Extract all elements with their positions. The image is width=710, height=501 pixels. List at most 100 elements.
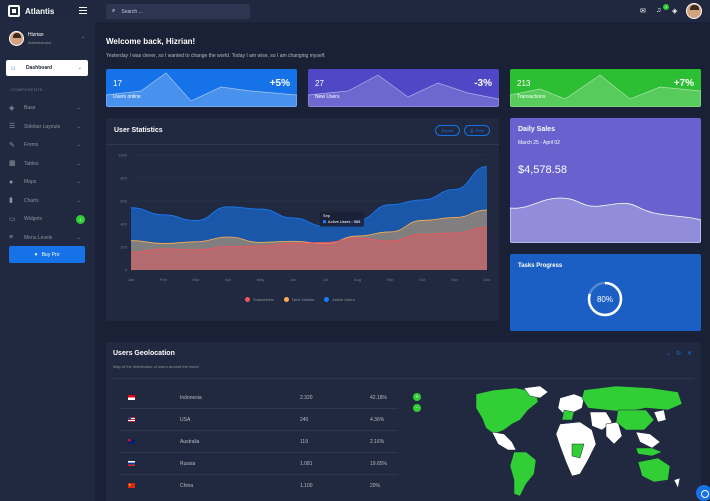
country-count: 240 xyxy=(300,417,309,423)
date-range: March 25 - April 02 xyxy=(518,140,560,146)
card-title: Users Geolocation xyxy=(113,350,175,357)
layers-icon: ◈ xyxy=(9,104,15,112)
bell-icon[interactable]: ♫ 4 xyxy=(656,4,669,14)
sidebar-item-label: Widgets xyxy=(24,216,43,223)
search-box[interactable]: ⌕ xyxy=(106,4,250,19)
y-tick-label: 800 xyxy=(120,176,127,181)
series-area xyxy=(131,226,487,270)
country-name: China xyxy=(180,483,194,489)
world-map[interactable] xyxy=(456,384,686,501)
print-button[interactable]: ⎙ Print xyxy=(464,125,490,136)
export-label: Export xyxy=(441,128,454,133)
chart-bar-icon: ▮ xyxy=(9,197,13,205)
x-tick-label: Jan xyxy=(128,277,134,282)
x-tick-label: Mar xyxy=(192,277,200,282)
country-percent: 2.16% xyxy=(370,439,385,445)
series-line xyxy=(130,226,488,253)
map-marker-icon: ● xyxy=(9,178,14,186)
table-row: Australia 119 2.16% xyxy=(120,431,398,453)
series-area xyxy=(131,166,487,270)
avatar xyxy=(9,31,24,46)
y-tick-label: 200 xyxy=(120,245,127,250)
y-tick-label: 1000 xyxy=(118,153,128,158)
map-zoom-out-button[interactable]: − xyxy=(413,404,421,412)
legend-label: New Visitors xyxy=(292,297,315,302)
user-profile[interactable]: Hizrian Administrator ⌄ xyxy=(9,31,89,49)
legend-item[interactable]: Active Users xyxy=(324,297,355,302)
x-tick-label: Dec xyxy=(483,277,490,282)
menu-toggle-icon[interactable] xyxy=(79,7,87,14)
stat-label: Transactions xyxy=(517,94,546,100)
caret-down-icon: ⌄ xyxy=(76,234,81,241)
settings-fab-button[interactable] xyxy=(696,485,710,501)
series-line xyxy=(130,209,488,244)
table-row: Russia 1.081 19.65% xyxy=(120,453,398,475)
x-tick-label: Aug xyxy=(354,277,361,282)
sidebar-item-base[interactable]: ◈ Base ⌄ xyxy=(9,99,89,118)
stat-change: +7% xyxy=(673,78,694,89)
daily-sales-card: Daily Sales March 25 - April 02 $4,578.5… xyxy=(510,118,701,243)
table-icon: ▦ xyxy=(9,160,16,168)
card-subtitle: Map of the distribution of users around … xyxy=(113,364,199,369)
x-tick-label: Oct xyxy=(419,277,426,282)
export-button[interactable]: Export xyxy=(435,125,460,136)
stat-label: Users online xyxy=(113,94,141,100)
legend-label: Subscribers xyxy=(253,297,275,302)
usa-flag-icon xyxy=(128,417,135,422)
tasks-progress-card: Tasks Progress 80% xyxy=(510,254,701,331)
stat-value: 17 xyxy=(113,79,122,88)
envelope-icon[interactable]: ✉ xyxy=(640,8,646,15)
country-count: 119 xyxy=(300,439,308,445)
legend-item[interactable]: New Visitors xyxy=(284,297,314,302)
sidebar-item-charts[interactable]: ▮ Charts ⌄ xyxy=(9,192,89,211)
close-icon[interactable]: ✕ xyxy=(687,351,693,357)
layers-icon[interactable]: ◈ xyxy=(672,8,678,15)
app-name[interactable]: Atlantis xyxy=(25,6,55,16)
tooltip-box xyxy=(319,211,364,227)
country-name: USA xyxy=(180,417,191,423)
user-role: Administrator xyxy=(28,40,52,45)
legend-label: Active Users xyxy=(332,297,355,302)
map-zoom-in-button[interactable]: + xyxy=(413,393,421,401)
logo-bar: Atlantis xyxy=(0,0,95,22)
bars-icon: ≡ xyxy=(9,234,14,242)
atlantis-logo-icon[interactable] xyxy=(8,5,20,17)
country-percent: 19.65% xyxy=(370,461,387,467)
progress-percent: 80% xyxy=(597,295,613,304)
heart-icon: ♥ xyxy=(34,251,38,258)
country-percent: 42.18% xyxy=(370,395,387,401)
avatar[interactable] xyxy=(686,3,702,19)
sidebar-item-sidebar-layouts[interactable]: ☰ Sidebar Layouts ⌄ xyxy=(9,118,89,137)
tasks-progress-ring: 80% xyxy=(587,281,623,317)
x-tick-label: Sep xyxy=(386,277,394,282)
caret-down-icon[interactable]: ⌄ xyxy=(81,34,86,40)
x-tick-label: May xyxy=(257,277,265,282)
series-line xyxy=(130,166,488,227)
sidebar-item-label: Charts xyxy=(24,197,39,204)
sidebar: Atlantis Hizrian Administrator ⌄ ⌂ Dashb… xyxy=(0,0,95,501)
new-users-sparkline xyxy=(308,74,499,107)
stat-label: New Users xyxy=(315,94,340,100)
sidebar-item-maps[interactable]: ● Maps ⌄ xyxy=(9,173,89,192)
print-label: Print xyxy=(475,128,484,133)
section-label: COMPONENTS xyxy=(11,87,43,92)
user-name: Hizrian xyxy=(28,32,44,38)
daily-sales-wave xyxy=(510,197,701,243)
desktop-icon: ▭ xyxy=(9,215,16,223)
chevron-down-icon[interactable]: ⌄ xyxy=(666,351,672,357)
legend-item[interactable]: Subscribers xyxy=(245,297,274,302)
refresh-icon[interactable]: ↻ xyxy=(676,351,682,357)
indonesia-flag-icon xyxy=(128,395,135,400)
sidebar-item-widgets[interactable]: ▭ Widgets 4 xyxy=(9,210,89,229)
sidebar-item-forms[interactable]: ✎ Forms ⌄ xyxy=(9,136,89,155)
search-input[interactable] xyxy=(121,8,232,15)
buy-pro-button[interactable]: ♥ Buy Pro xyxy=(9,246,85,263)
sidebar-item-tables[interactable]: ▦ Tables ⌄ xyxy=(9,155,89,174)
country-count: 1.100 xyxy=(300,483,313,489)
sidebar-item-dashboard[interactable]: ⌂ Dashboard ⌄ xyxy=(6,60,88,76)
sidebar-item-menu-levels[interactable]: ≡ Menu Levels ⌄ xyxy=(9,229,89,248)
search-icon[interactable]: ⌕ xyxy=(112,8,116,14)
x-tick-label: Nov xyxy=(451,277,458,282)
table-row: USA 240 4.36% xyxy=(120,409,398,431)
series-area xyxy=(131,210,487,270)
